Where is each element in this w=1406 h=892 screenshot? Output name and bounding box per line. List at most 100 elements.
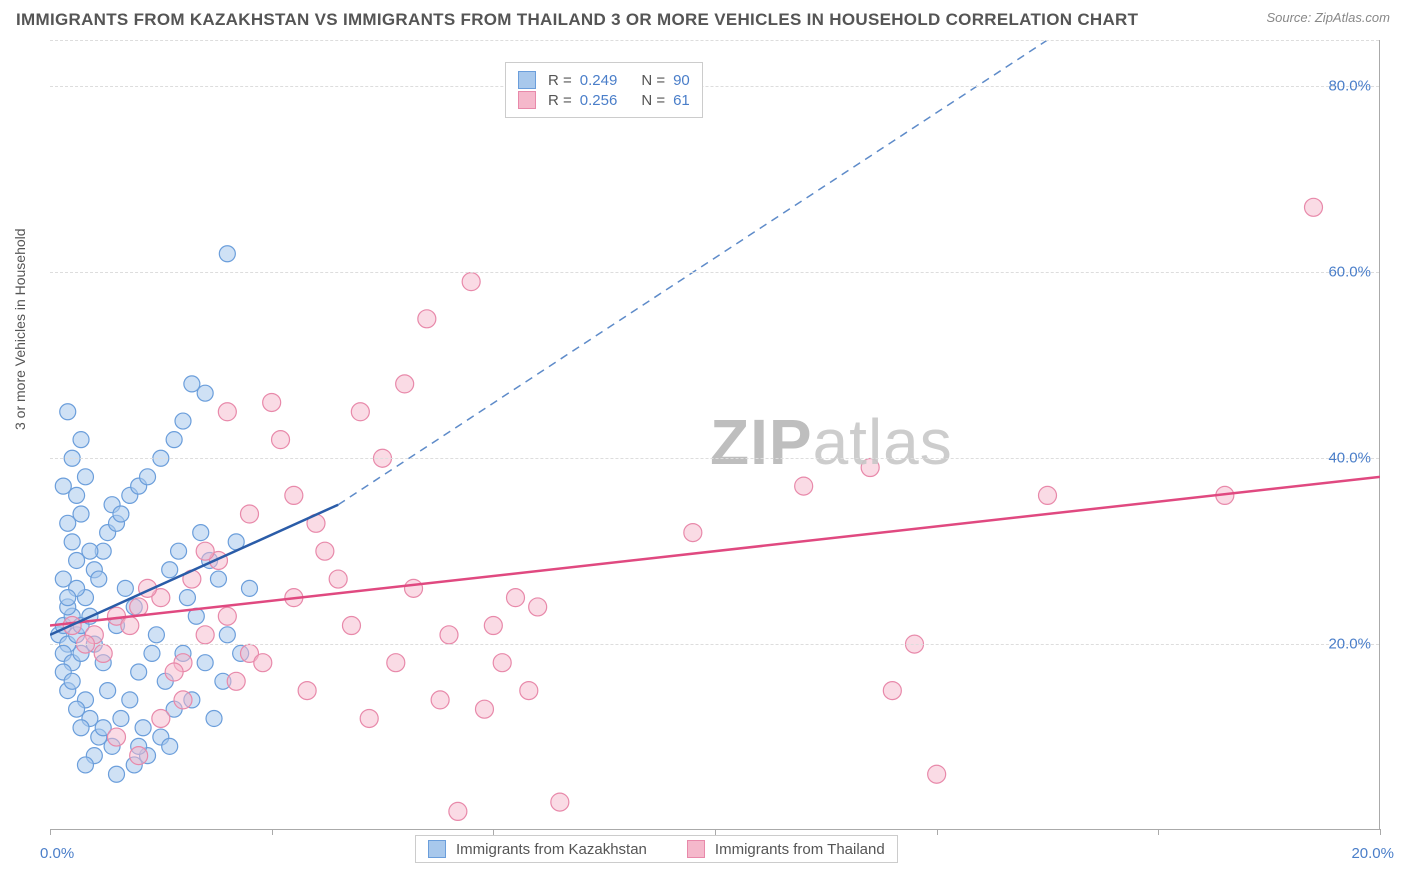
data-point [360, 709, 378, 727]
x-tick [50, 829, 51, 835]
legend-label-kazakhstan: Immigrants from Kazakhstan [456, 841, 647, 858]
data-point [121, 617, 139, 635]
stat-r-value-thailand: 0.256 [580, 92, 618, 109]
x-tick [937, 829, 938, 835]
data-point [263, 393, 281, 411]
x-tick-label-max: 20.0% [1351, 845, 1394, 862]
data-point [73, 432, 89, 448]
gridline-horizontal [50, 272, 1379, 273]
data-point [1039, 486, 1057, 504]
data-point [175, 413, 191, 429]
data-point [219, 246, 235, 262]
data-point [135, 720, 151, 736]
data-point [316, 542, 334, 560]
data-point [108, 728, 126, 746]
legend-swatch-thailand [687, 840, 705, 858]
data-point [795, 477, 813, 495]
stats-row-thailand: R = 0.256 N = 61 [518, 91, 690, 109]
data-point [196, 626, 214, 644]
data-point [131, 664, 147, 680]
data-point [55, 571, 71, 587]
stat-r-label: R = [548, 92, 572, 109]
data-point [218, 403, 236, 421]
gridline-horizontal [50, 40, 1379, 41]
data-point [493, 654, 511, 672]
source-attribution: Source: ZipAtlas.com [1266, 10, 1390, 25]
data-point [206, 710, 222, 726]
x-tick [1380, 829, 1381, 835]
trend-line [50, 477, 1380, 626]
data-point [148, 627, 164, 643]
y-tick-label: 80.0% [1328, 78, 1371, 95]
data-point [162, 738, 178, 754]
data-point [94, 644, 112, 662]
data-point [140, 469, 156, 485]
gridline-horizontal [50, 458, 1379, 459]
data-point [64, 673, 80, 689]
stat-n-value-thailand: 61 [673, 92, 690, 109]
data-point [861, 459, 879, 477]
data-point [285, 486, 303, 504]
data-point [462, 273, 480, 291]
data-point [219, 627, 235, 643]
x-tick [1158, 829, 1159, 835]
data-point [684, 524, 702, 542]
data-point [475, 700, 493, 718]
data-point [174, 691, 192, 709]
data-point [179, 590, 195, 606]
data-point [100, 683, 116, 699]
plot-area: ZIPatlas 20.0%40.0%60.0%80.0% [50, 40, 1380, 830]
data-point [329, 570, 347, 588]
data-point [73, 720, 89, 736]
scatter-chart-svg [50, 40, 1380, 830]
swatch-kazakhstan [518, 71, 536, 89]
data-point [431, 691, 449, 709]
data-point [440, 626, 458, 644]
data-point [227, 672, 245, 690]
data-point [60, 515, 76, 531]
data-point [351, 403, 369, 421]
data-point [193, 525, 209, 541]
data-point [196, 542, 214, 560]
data-point [64, 534, 80, 550]
data-point [109, 766, 125, 782]
data-point [551, 793, 569, 811]
data-point [396, 375, 414, 393]
data-point [507, 589, 525, 607]
data-point [162, 562, 178, 578]
data-point [60, 590, 76, 606]
data-point [928, 765, 946, 783]
data-point [405, 579, 423, 597]
data-point [298, 682, 316, 700]
data-point [1305, 198, 1323, 216]
data-point [418, 310, 436, 328]
data-point [254, 654, 272, 672]
data-point [520, 682, 538, 700]
stat-r-label: R = [548, 72, 572, 89]
data-point [342, 617, 360, 635]
data-point [242, 580, 258, 596]
data-point [130, 747, 148, 765]
data-point [449, 802, 467, 820]
data-point [883, 682, 901, 700]
data-point [113, 710, 129, 726]
stat-n-label: N = [641, 72, 665, 89]
data-point [171, 543, 187, 559]
data-point [197, 385, 213, 401]
x-tick [272, 829, 273, 835]
data-point [130, 598, 148, 616]
y-tick-label: 20.0% [1328, 636, 1371, 653]
data-point [91, 571, 107, 587]
data-point [210, 571, 226, 587]
data-point [122, 692, 138, 708]
data-point [117, 580, 133, 596]
y-tick-label: 60.0% [1328, 264, 1371, 281]
data-point [241, 505, 259, 523]
data-point [82, 543, 98, 559]
data-point [387, 654, 405, 672]
data-point [165, 663, 183, 681]
chart-title: IMMIGRANTS FROM KAZAKHSTAN VS IMMIGRANTS… [16, 10, 1138, 30]
stats-row-kazakhstan: R = 0.249 N = 90 [518, 71, 690, 89]
data-point [144, 645, 160, 661]
data-point [55, 478, 71, 494]
